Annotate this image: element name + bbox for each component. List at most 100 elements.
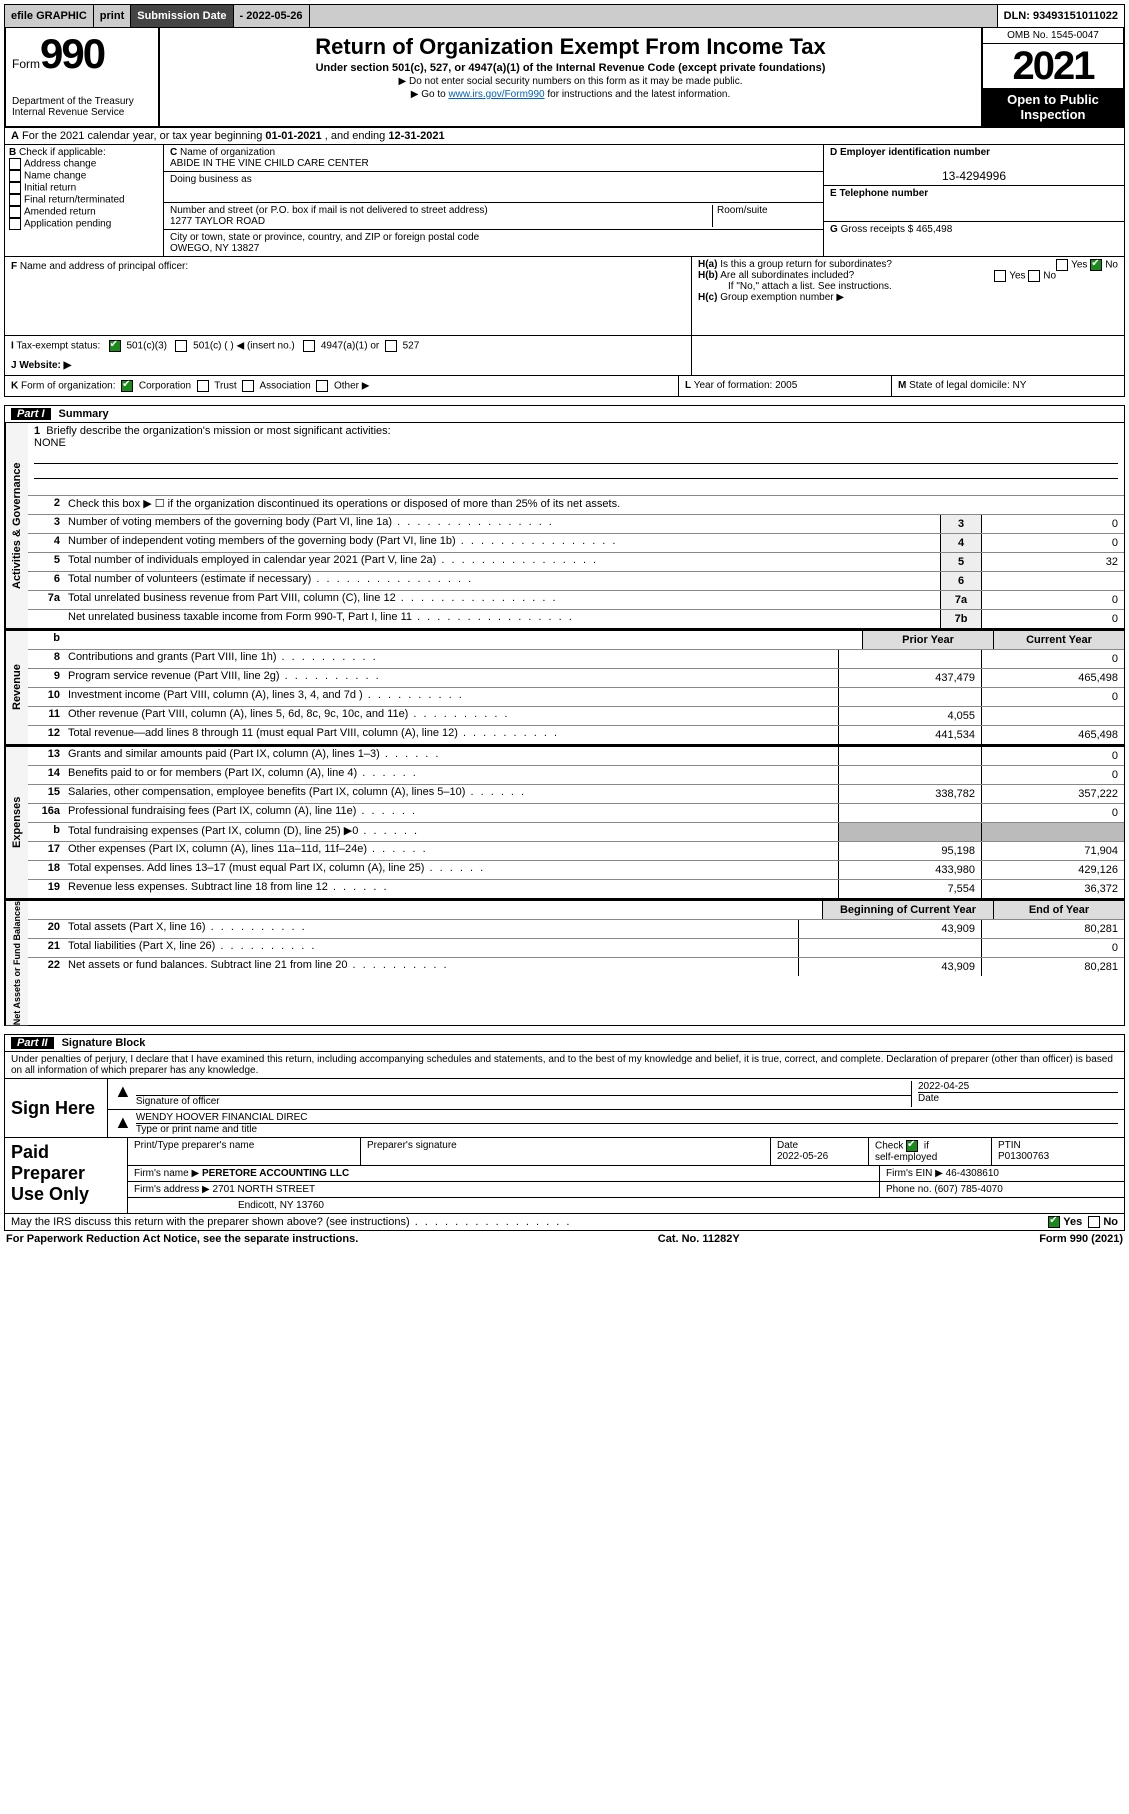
chk-hb-no[interactable] [1028, 270, 1040, 282]
chk-trust[interactable] [197, 380, 209, 392]
exp-row: b Total fundraising expenses (Part IX, c… [28, 823, 1124, 842]
row-desc: Contributions and grants (Part VIII, lin… [64, 650, 838, 668]
prep-h5-label: PTIN [998, 1140, 1021, 1151]
hc-text: Group exemption number ▶ [720, 292, 844, 303]
chk-mayirs-yes[interactable] [1048, 1216, 1060, 1228]
row-prior: 7,554 [838, 880, 981, 898]
firm-addr-label: Firm's address ▶ [134, 1184, 210, 1195]
row-current: 465,498 [981, 726, 1124, 744]
row-prior [838, 747, 981, 765]
row-cell-v: 0 [981, 591, 1124, 609]
chk-501c[interactable] [175, 340, 187, 352]
exp-row: 17 Other expenses (Part IX, column (A), … [28, 842, 1124, 861]
chk-assoc[interactable] [242, 380, 254, 392]
row-cell-n: 4 [940, 534, 981, 552]
chk-final-return[interactable] [9, 194, 21, 206]
submission-date: - 2022-05-26 [234, 5, 310, 27]
k-mid: L Year of formation: 2005 [678, 376, 891, 396]
addr-label: Number and street (or P.O. box if mail i… [170, 205, 488, 216]
chk-4947[interactable] [303, 340, 315, 352]
row-end: 0 [981, 939, 1124, 957]
chk-ha-no[interactable] [1090, 259, 1102, 271]
hc-label: H(c) [698, 292, 717, 303]
row-end: 80,281 [981, 958, 1124, 976]
footer-right: Form 990 (2021) [1039, 1233, 1123, 1245]
row-desc: Investment income (Part VIII, column (A)… [64, 688, 838, 706]
prep-h5: PTINP01300763 [992, 1138, 1124, 1165]
chk-initial-return[interactable] [9, 182, 21, 194]
col-de: D Employer identification number 13-4294… [823, 145, 1124, 256]
opt-other: Other ▶ [334, 381, 369, 392]
ij-left: I Tax-exempt status: 501(c)(3) 501(c) ( … [5, 336, 692, 375]
gov-row: 4 Number of independent voting members o… [28, 534, 1124, 553]
gross-value: 465,498 [916, 224, 952, 235]
row-desc: Total expenses. Add lines 13–17 (must eq… [64, 861, 838, 879]
row-desc: Other revenue (Part VIII, column (A), li… [64, 707, 838, 725]
row-desc: Benefits paid to or for members (Part IX… [64, 766, 838, 784]
row-a-mid: , and ending [325, 130, 389, 142]
prep-h5-val: P01300763 [998, 1151, 1049, 1162]
ein-row: D Employer identification number 13-4294… [824, 145, 1124, 186]
lbl-amended: Amended return [24, 207, 96, 218]
chk-name-change[interactable] [9, 170, 21, 182]
row-desc: Program service revenue (Part VIII, line… [64, 669, 838, 687]
prep-h3-label: Date [777, 1140, 798, 1151]
block-fh: F Name and address of principal officer:… [4, 257, 1125, 336]
chk-501c3[interactable] [109, 340, 121, 352]
firm-ein-label: Firm's EIN ▶ [886, 1168, 943, 1179]
block-bcde: B Check if applicable: Address change Na… [4, 145, 1125, 257]
dba-label: Doing business as [170, 174, 252, 185]
row-cell-v: 0 [981, 534, 1124, 552]
irs-link[interactable]: www.irs.gov/Form990 [448, 89, 544, 100]
section-expenses: Expenses 13 Grants and similar amounts p… [4, 745, 1125, 899]
addr-row: Number and street (or P.O. box if mail i… [164, 203, 823, 230]
chk-amended[interactable] [9, 206, 21, 218]
block-klm: K Form of organization: Corporation Trus… [4, 376, 1125, 397]
row-num: 8 [28, 650, 64, 668]
row-num: 18 [28, 861, 64, 879]
row-desc: Grants and similar amounts paid (Part IX… [64, 747, 838, 765]
row-current: 465,498 [981, 669, 1124, 687]
chk-hb-yes[interactable] [994, 270, 1006, 282]
exp-row: 15 Salaries, other compensation, employe… [28, 785, 1124, 804]
chk-other[interactable] [316, 380, 328, 392]
j-text: Website: ▶ [19, 360, 71, 371]
sig-line1: ▲ Signature of officer 2022-04-25 Date [108, 1079, 1124, 1110]
row-desc: Number of voting members of the governin… [64, 515, 940, 533]
row-cell-n: 6 [940, 572, 981, 590]
row-desc: Total unrelated business revenue from Pa… [64, 591, 940, 609]
prep-row2: Firm's name ▶ PERETORE ACCOUNTING LLC Fi… [128, 1166, 1124, 1182]
chk-address-change[interactable] [9, 158, 21, 170]
footer-ra: Form [1039, 1233, 1070, 1245]
net-row: 21 Total liabilities (Part X, line 26) 0 [28, 939, 1124, 958]
row-desc: Total assets (Part X, line 16) [64, 920, 798, 938]
chk-ha-yes[interactable] [1056, 259, 1068, 271]
print-button[interactable]: print [94, 5, 131, 27]
firm-name-label: Firm's name ▶ [134, 1168, 199, 1179]
ein-value: 13-4294996 [830, 169, 1118, 183]
row-desc: Net unrelated business taxable income fr… [64, 610, 940, 628]
hdr-end: End of Year [993, 901, 1124, 919]
k-label: K [11, 381, 18, 392]
chk-mayirs-no[interactable] [1088, 1216, 1100, 1228]
row-desc: Check this box ▶ ☐ if the organization d… [64, 496, 1124, 514]
row-num: 10 [28, 688, 64, 706]
sign-here-label: Sign Here [5, 1079, 108, 1137]
m-label: M [898, 380, 906, 391]
k-left: K Form of organization: Corporation Trus… [5, 376, 678, 396]
row-a-end: 12-31-2021 [388, 130, 444, 142]
chk-corp[interactable] [121, 380, 133, 392]
chk-self-employed[interactable] [906, 1140, 918, 1152]
net-hdr-spacer [64, 901, 822, 919]
org-addr: 1277 TAYLOR ROAD [170, 216, 265, 227]
row-num: 9 [28, 669, 64, 687]
chk-527[interactable] [385, 340, 397, 352]
prep-body: Print/Type preparer's name Preparer's si… [128, 1138, 1124, 1213]
name-label: Name of organization [180, 147, 275, 158]
efile-label: efile GRAPHIC [5, 5, 94, 27]
chk-app-pending[interactable] [9, 218, 21, 230]
row-cell-v: 0 [981, 515, 1124, 533]
prep-h1: Print/Type preparer's name [128, 1138, 361, 1165]
row-desc: Total number of volunteers (estimate if … [64, 572, 940, 590]
note2-post: for instructions and the latest informat… [545, 89, 731, 100]
